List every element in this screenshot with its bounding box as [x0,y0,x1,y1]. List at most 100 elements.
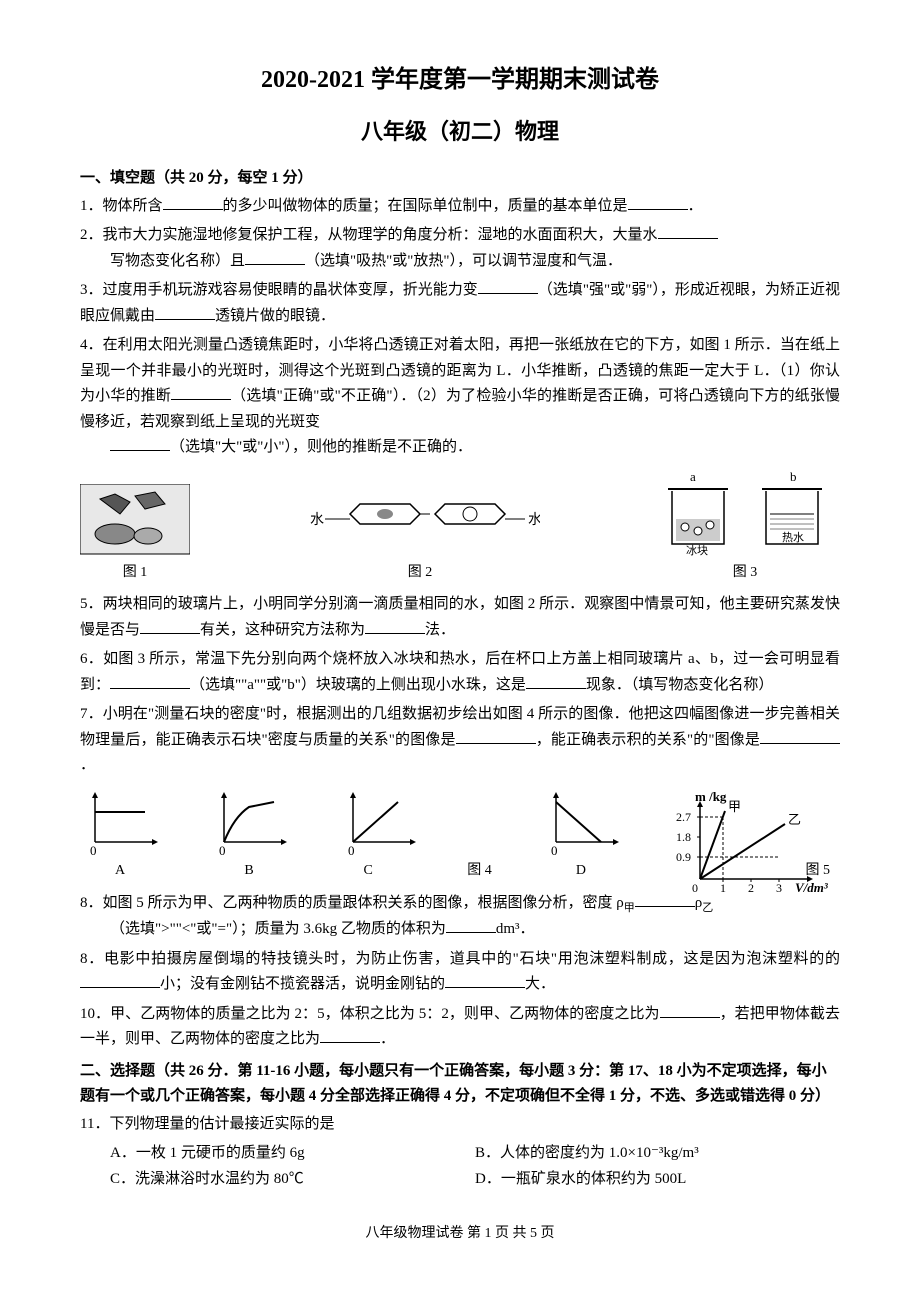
q8-blank1 [635,891,695,907]
svg-text:0: 0 [90,843,97,857]
q5-blank1 [140,618,200,634]
q2-blank1 [658,223,718,239]
fig1-label: 图 1 [80,561,190,585]
svg-text:2: 2 [748,881,754,895]
figure-4c: 0 C [338,787,418,883]
q1-blank1 [163,194,223,210]
fig3-label: 图 3 [650,561,840,585]
question-3: 3．过度用手机玩游戏容易使眼睛的晶状体变厚，折光能力变（选填"强"或"弱"），形… [80,278,840,329]
q8-num: 8． [80,895,103,911]
q6-text2: （选填""a""或"b"）块玻璃的上侧出现小水珠，这是 [190,677,526,693]
q2-text3: （选填"吸热"或"放热"），可以调节湿度和气温． [305,253,622,269]
q8-text4: dm³． [496,921,535,937]
question-7: 7．小明在"测量石块的密度"时，根据测出的几组数据初步绘出如图 4 所示的图像．… [80,702,840,779]
q4-num: 4． [80,337,103,353]
q8b-text1: 电影中拍摄房屋倒塌的特技镜头时，为防止伤害，道具中的"石块"用泡沫塑料制成，这是… [104,951,840,967]
q1-num: 1． [80,198,103,214]
q8b-blank1 [80,972,160,988]
ice-label: 冰块 [686,544,708,557]
fig4-label-text: 图 4 [467,859,492,883]
q7-blank2 [760,728,840,744]
q11-options: A．一枚 1 元硬币的质量约 6g B．人体的密度约为 1.0×10⁻³kg/m… [80,1141,840,1192]
q1-text1: 物体所含 [103,198,163,214]
q10-text3: ． [380,1031,395,1047]
q1-text2: 的多少叫做物体的质量；在国际单位制中，质量的基本单位是 [223,198,628,214]
figure-4b: 0 B [209,787,289,883]
svg-text:1: 1 [720,881,726,895]
figure-1: 图 1 [80,484,190,585]
fig4a-svg: 0 [80,787,160,857]
q8-blank2 [446,917,496,933]
q10-blank1 [660,1002,720,1018]
q11-stem: 下列物理量的估计最接近实际的是 [109,1116,334,1132]
q1-text3: ． [688,198,703,214]
main-title: 2020-2021 学年度第一学期期末测试卷 [80,60,840,101]
q2-text1: 我市大力实施湿地修复保护工程，从物理学的角度分析：湿地的水面面积大，大量水 [103,227,658,243]
q1-blank2 [628,194,688,210]
question-1: 1．物体所含 的多少叫做物体的质量；在国际单位制中，质量的基本单位是 ． [80,194,840,220]
svg-text:0: 0 [219,843,226,857]
water-label-right: 水 [528,512,540,528]
fig4d-svg: 0 [541,787,621,857]
section1-header: 一、填空题（共 20 分，每空 1 分） [80,166,840,192]
q8-text1: 如图 5 所示为甲、乙两种物质的质量跟体积关系的图像，根据图像分析，密度 ρ [103,895,624,911]
figure-2: 水 水 图 2 [300,484,540,585]
q4-text3: （选填"大"或"小"），则他的推断是不正确的． [170,439,472,455]
fig1-svg [80,484,190,559]
q4-blank1 [171,384,231,400]
fig2-svg: 水 水 [300,484,540,559]
q7-blank1 [456,728,536,744]
q7-text3: ． [80,757,95,773]
q11-option-a: A．一枚 1 元硬币的质量约 6g [110,1141,475,1167]
water-label-left: 水 [310,512,324,528]
q5-text2: 有关，这种研究方法称为 [200,622,365,638]
q3-text1: 过度用手机玩游戏容易使眼睛的晶状体变厚，折光能力变 [103,282,478,298]
q8-text3: （选填">""<"或"="）；质量为 3.6kg 乙物质的体积为 [80,921,446,937]
question-8b: 8．电影中拍摄房屋倒塌的特技镜头时，为防止伤害，道具中的"石块"用泡沫塑料制成，… [80,947,840,998]
svg-text:甲: 甲 [728,799,741,814]
q6-text3: 现象．（填写物态变化名称） [586,677,774,693]
page-footer: 八年级物理试卷 第 1 页 共 5 页 [80,1222,840,1246]
q7-text2: ，能正确表示积的关系"的"图像是 [536,732,760,748]
q11-option-d: D．一瓶矿泉水的体积约为 500L [475,1167,840,1193]
q8b-blank2 [445,972,525,988]
fig2-label: 图 2 [300,561,540,585]
q2-text2: 写物态变化名称）且 [80,253,245,269]
q6-num: 6． [80,651,103,667]
q7-num: 7． [80,706,103,722]
figures-row-2: 0 A 0 B 0 C 图 4 [80,787,840,883]
q8-sub2: 乙 [702,902,713,914]
figures-row-1: 图 1 水 水 图 2 a 冰块 b [80,469,840,585]
q8b-text2: 小；没有金刚钻不揽瓷器活，说明金刚钻的 [160,976,445,992]
question-5: 5．两块相同的玻璃片上，小明同学分别滴一滴质量相同的水，如图 2 所示．观察图中… [80,592,840,643]
question-10: 10．甲、乙两物体的质量之比为 2：5，体积之比为 5：2，则甲、乙两物体的密度… [80,1002,840,1053]
fig4a-label: A [80,859,160,883]
q8b-text3: 大． [525,976,555,992]
fig4b-label: B [209,859,289,883]
svg-text:2.7: 2.7 [676,810,691,824]
q11-option-b: B．人体的密度约为 1.0×10⁻³kg/m³ [475,1141,840,1167]
fig4c-label: C [318,859,418,883]
q3-num: 3． [80,282,103,298]
q5-text3: 法． [425,622,455,638]
question-11: 11．下列物理量的估计最接近实际的是 [80,1112,840,1138]
q3-blank1 [478,278,538,294]
figure-3: a 冰块 b 热水 图 3 [650,469,840,585]
question-6: 6．如图 3 所示，常温下先分别向两个烧杯放入冰块和热水，后在杯口上方盖上相同玻… [80,647,840,698]
q8b-num: 8． [80,951,104,967]
q4-blank2 [110,435,170,451]
svg-text:0: 0 [348,843,355,857]
q11-option-c: C．洗澡淋浴时水温约为 80℃ [110,1167,475,1193]
svg-text:0.9: 0.9 [676,850,691,864]
section2-header: 二、选择题（共 26 分．第 11-16 小题，每小题只有一个正确答案，每小题 … [80,1059,840,1110]
svg-text:0: 0 [551,843,558,857]
q10-blank2 [320,1027,380,1043]
q5-num: 5． [80,596,103,612]
q8-sub1: 甲 [624,902,635,914]
q6-blank1 [110,673,190,689]
fig4b-svg: 0 [209,787,289,857]
svg-text:1.8: 1.8 [676,830,691,844]
q2-num: 2． [80,227,103,243]
fig4c-svg: 0 [338,787,418,857]
q5-blank2 [365,618,425,634]
